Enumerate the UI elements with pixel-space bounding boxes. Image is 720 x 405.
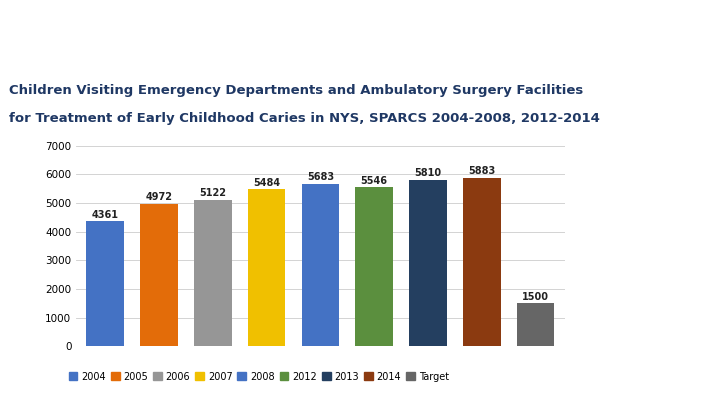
Bar	[463, 178, 500, 346]
Text: 5546: 5546	[361, 176, 387, 186]
Bar	[194, 200, 232, 346]
Text: November 24, 2020: November 24, 2020	[9, 19, 138, 32]
Bar	[302, 183, 339, 346]
Text: 5810: 5810	[415, 168, 441, 178]
Text: 9: 9	[702, 19, 711, 32]
Text: 1500: 1500	[522, 292, 549, 302]
Bar	[517, 303, 554, 346]
Legend: 2004, 2005, 2006, 2007, 2008, 2012, 2013, 2014, Target: 2004, 2005, 2006, 2007, 2008, 2012, 2013…	[65, 368, 453, 386]
Text: 5122: 5122	[199, 188, 226, 198]
Bar	[409, 180, 447, 346]
Bar	[356, 188, 393, 346]
Text: 5484: 5484	[253, 178, 280, 188]
Bar	[248, 189, 285, 346]
Text: for Treatment of Early Childhood Caries in NYS, SPARCS 2004-2008, 2012-2014: for Treatment of Early Childhood Caries …	[9, 112, 600, 125]
Text: Children Visiting Emergency Departments and Ambulatory Surgery Facilities: Children Visiting Emergency Departments …	[9, 84, 583, 97]
Bar	[140, 204, 178, 346]
Text: 4972: 4972	[145, 192, 173, 202]
Text: 4361: 4361	[91, 210, 119, 220]
Text: 5883: 5883	[468, 166, 495, 176]
Bar	[86, 222, 124, 346]
Text: 5683: 5683	[307, 172, 334, 182]
